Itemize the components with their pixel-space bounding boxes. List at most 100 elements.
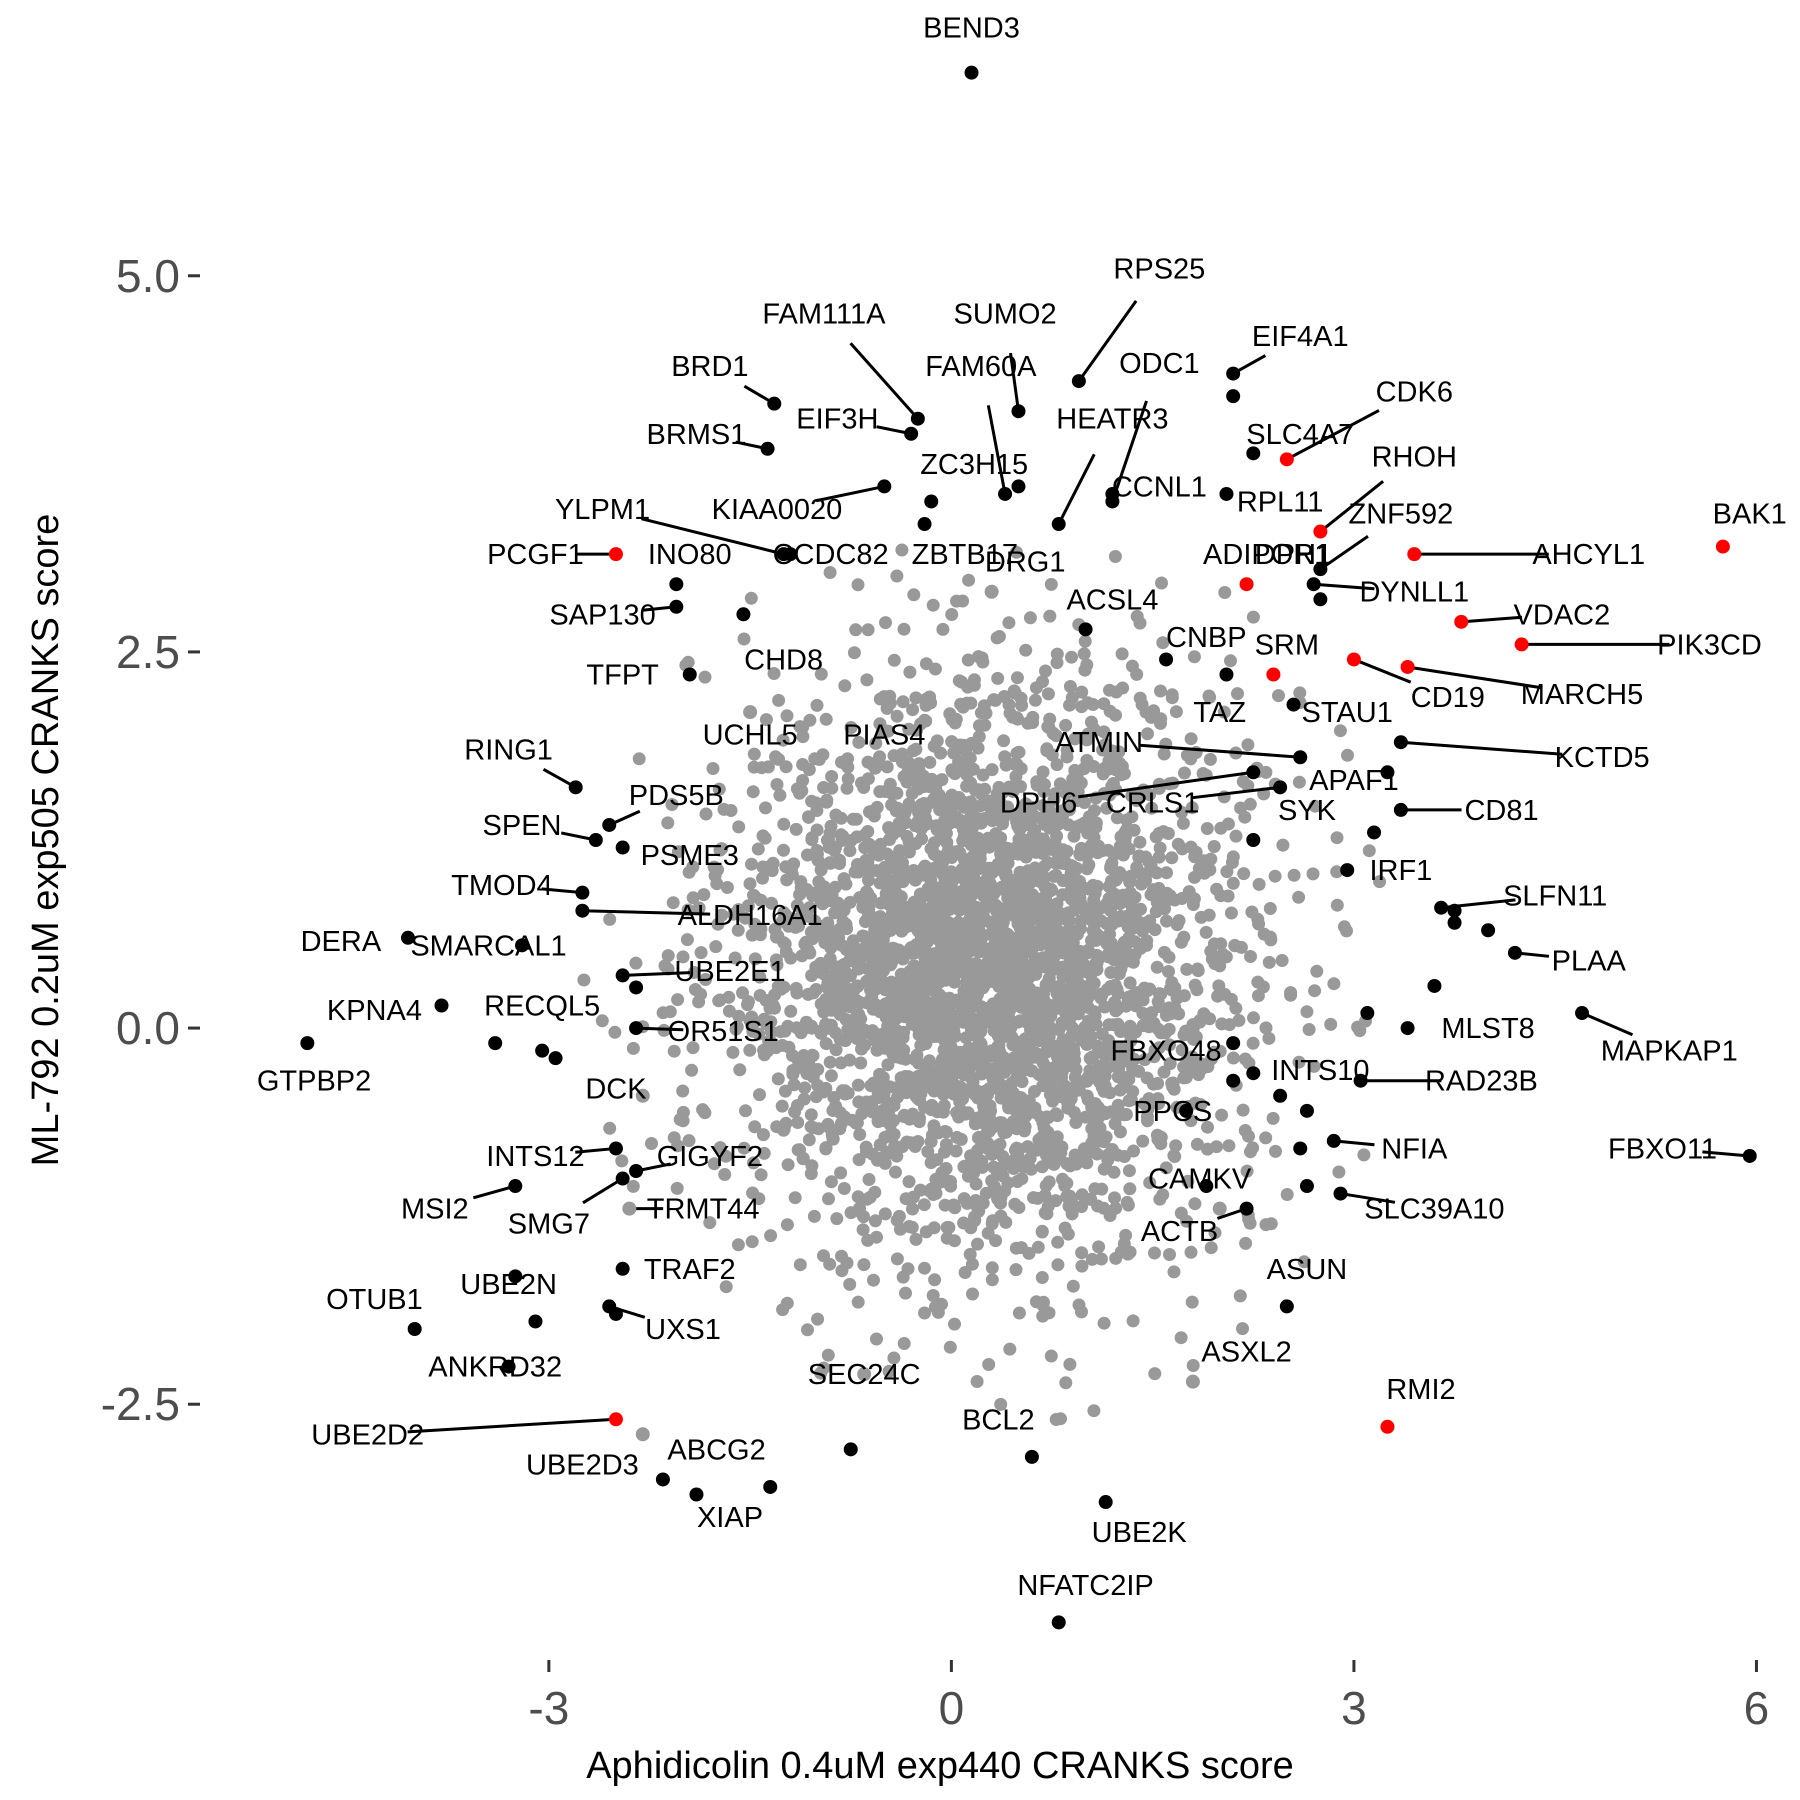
background-point bbox=[849, 623, 863, 637]
background-point bbox=[798, 1081, 812, 1095]
point-label: KPNA4 bbox=[327, 995, 422, 1027]
background-point bbox=[1034, 934, 1048, 948]
background-point bbox=[958, 1266, 972, 1279]
background-point bbox=[997, 734, 1011, 748]
background-point bbox=[1280, 1188, 1294, 1201]
point-label: CD19 bbox=[1411, 682, 1485, 714]
x-axis-title: Aphidicolin 0.4uM exp440 CRANKS score bbox=[586, 1745, 1294, 1787]
background-point bbox=[1096, 743, 1110, 757]
data-point bbox=[1514, 637, 1529, 652]
background-point bbox=[892, 1209, 906, 1223]
background-point bbox=[949, 1082, 963, 1096]
background-point bbox=[776, 733, 790, 747]
point-label: EIF3H bbox=[796, 404, 878, 436]
background-point bbox=[1117, 1237, 1131, 1251]
background-point bbox=[673, 1113, 687, 1126]
background-point bbox=[1174, 1206, 1188, 1220]
background-point bbox=[960, 878, 974, 892]
background-point bbox=[685, 1063, 699, 1077]
background-point bbox=[1032, 952, 1046, 966]
background-point bbox=[1113, 1125, 1127, 1139]
data-point bbox=[1299, 1179, 1314, 1194]
data-point bbox=[1226, 1036, 1241, 1051]
background-point bbox=[1108, 1191, 1121, 1205]
background-point bbox=[1165, 691, 1179, 705]
background-point bbox=[1157, 1065, 1171, 1079]
background-point bbox=[959, 1031, 973, 1045]
background-point bbox=[1244, 950, 1257, 963]
data-point bbox=[615, 840, 630, 855]
point-label: SMARCAL1 bbox=[410, 930, 566, 962]
background-point bbox=[1043, 1136, 1057, 1150]
data-point bbox=[1273, 780, 1288, 795]
background-point bbox=[795, 883, 809, 897]
background-point bbox=[1108, 550, 1122, 563]
point-label: SUMO2 bbox=[953, 298, 1056, 330]
data-point bbox=[1434, 900, 1449, 915]
background-point bbox=[1068, 732, 1082, 746]
background-point bbox=[1051, 817, 1065, 831]
background-point bbox=[810, 844, 824, 857]
background-point bbox=[856, 1223, 870, 1237]
background-point bbox=[948, 1234, 961, 1248]
background-point bbox=[893, 992, 907, 1006]
data-point bbox=[1353, 1073, 1368, 1088]
background-point bbox=[711, 917, 725, 931]
background-point bbox=[971, 1144, 985, 1157]
point-label: SRM bbox=[1255, 629, 1319, 661]
background-point bbox=[699, 807, 713, 821]
background-point bbox=[676, 1084, 690, 1098]
background-point bbox=[925, 1128, 939, 1142]
background-point bbox=[837, 1182, 851, 1195]
background-point bbox=[819, 992, 833, 1006]
background-point bbox=[1044, 1349, 1058, 1363]
background-point bbox=[1186, 898, 1200, 911]
background-point bbox=[1259, 765, 1273, 779]
background-point bbox=[1308, 799, 1322, 813]
background-point bbox=[928, 1273, 942, 1287]
background-point bbox=[884, 874, 898, 888]
background-point bbox=[788, 1105, 802, 1119]
point-label: ACTB bbox=[1141, 1216, 1218, 1248]
point-label: PSME3 bbox=[641, 840, 739, 872]
background-point bbox=[1106, 949, 1120, 963]
background-point bbox=[1099, 1161, 1113, 1175]
background-point bbox=[1040, 744, 1054, 758]
background-point bbox=[1142, 855, 1156, 869]
background-point bbox=[861, 1233, 875, 1247]
background-point bbox=[1080, 733, 1094, 747]
background-point bbox=[1092, 1240, 1106, 1254]
background-point bbox=[959, 891, 973, 905]
background-point bbox=[987, 693, 1001, 707]
background-point bbox=[1269, 1144, 1282, 1158]
background-point bbox=[756, 829, 770, 843]
background-point bbox=[820, 833, 834, 847]
background-point bbox=[1019, 643, 1033, 657]
y-axis: -2.5 0.0 2.5 5.0 bbox=[101, 250, 200, 1430]
background-point bbox=[873, 1005, 887, 1019]
background-point bbox=[1232, 1014, 1246, 1027]
background-point bbox=[1099, 1107, 1113, 1121]
background-point bbox=[973, 846, 987, 860]
background-point bbox=[960, 981, 974, 995]
background-point bbox=[921, 1145, 935, 1159]
background-point bbox=[775, 1099, 789, 1113]
data-point bbox=[1286, 697, 1301, 712]
background-point bbox=[897, 622, 911, 636]
background-point bbox=[889, 1165, 902, 1179]
data-point bbox=[1447, 903, 1462, 918]
point-label: TAZ bbox=[1193, 697, 1246, 729]
background-point bbox=[1330, 898, 1344, 912]
background-point bbox=[828, 880, 842, 894]
data-point bbox=[1159, 652, 1174, 667]
background-point bbox=[1040, 1045, 1054, 1059]
data-point bbox=[568, 780, 583, 795]
background-point bbox=[931, 1002, 945, 1016]
background-point bbox=[851, 858, 864, 871]
data-point bbox=[300, 1036, 315, 1051]
background-point bbox=[816, 897, 830, 911]
background-point bbox=[873, 1138, 887, 1152]
background-point bbox=[1069, 1116, 1083, 1129]
background-point bbox=[1035, 1224, 1049, 1238]
background-point bbox=[1210, 882, 1224, 896]
